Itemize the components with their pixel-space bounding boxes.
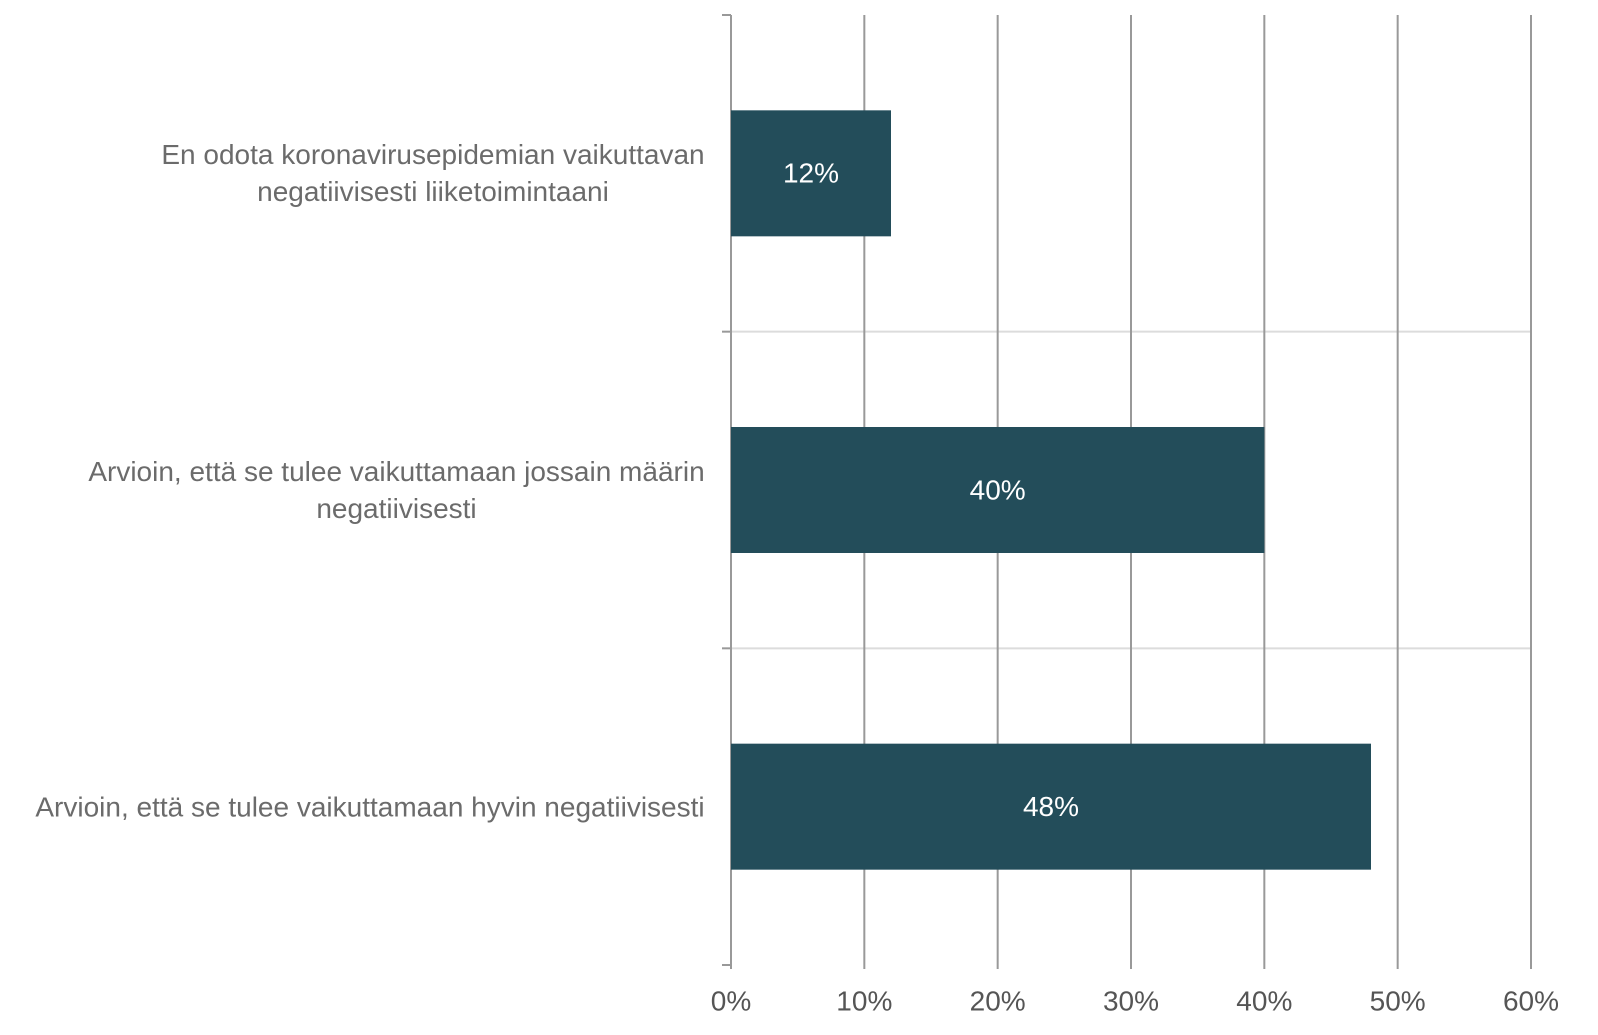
- bar: [731, 110, 891, 237]
- category-label: Arvioin, että se tulee vaikuttamaan hyvi…: [35, 791, 705, 823]
- category-label: En odota koronavirusepidemian vaikuttava…: [161, 139, 705, 208]
- x-tick-label: 0%: [711, 985, 751, 1016]
- bar: [731, 743, 1371, 870]
- x-tick-label: 20%: [970, 985, 1026, 1016]
- x-tick-label: 50%: [1370, 985, 1426, 1016]
- x-tick-label: 10%: [836, 985, 892, 1016]
- x-tick-label: 60%: [1503, 985, 1559, 1016]
- value-label: 48%: [1023, 791, 1079, 822]
- category-label: Arvioin, että se tulee vaikuttamaan joss…: [88, 456, 705, 524]
- x-tick-label: 30%: [1103, 985, 1159, 1016]
- bar: [731, 427, 1265, 553]
- value-label: 40%: [970, 474, 1026, 505]
- x-tick-label: 40%: [1236, 985, 1292, 1016]
- value-label: 12%: [783, 158, 839, 189]
